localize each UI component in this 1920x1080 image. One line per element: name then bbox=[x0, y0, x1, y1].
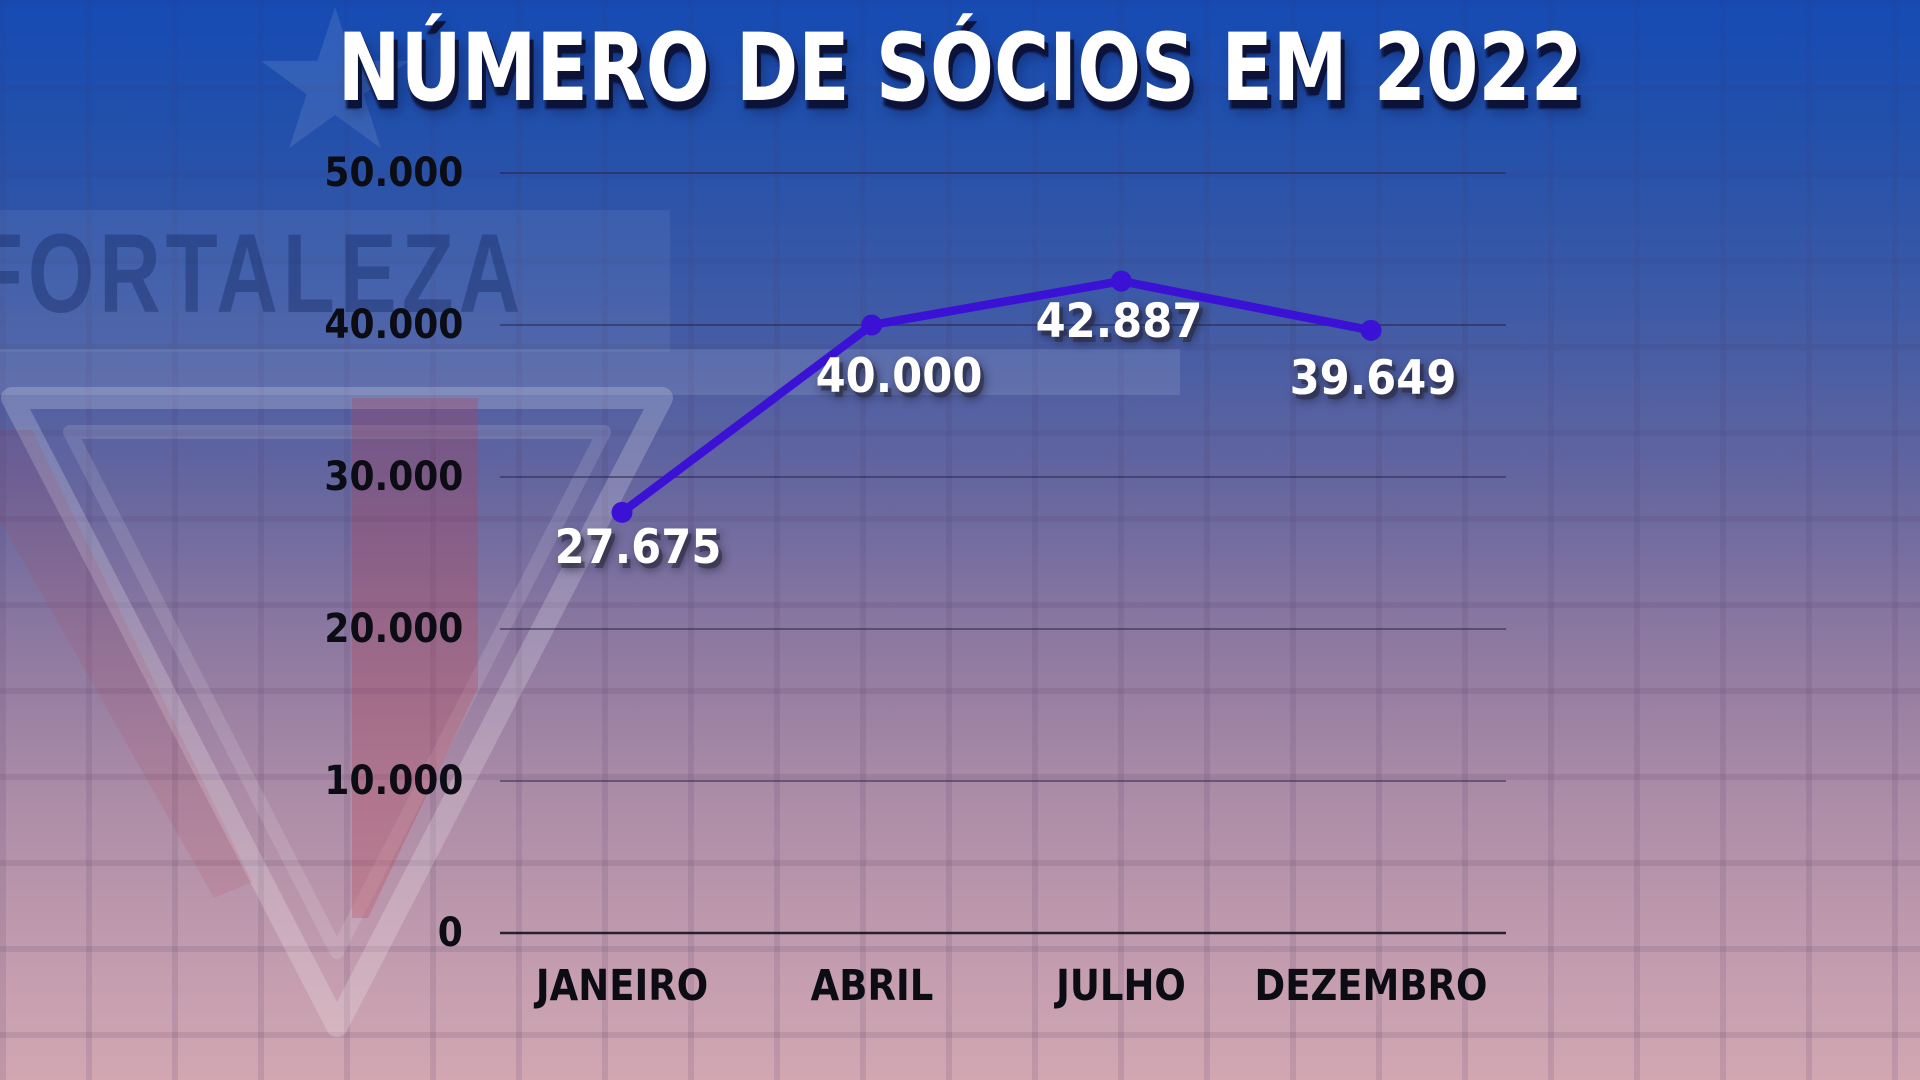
y-axis-label: 20.000 bbox=[324, 606, 463, 652]
data-point bbox=[611, 501, 633, 523]
x-axis-label: JULHO bbox=[1056, 961, 1187, 1011]
series-points bbox=[611, 270, 1382, 523]
data-point-value-label: 40.000 bbox=[815, 349, 983, 404]
data-point-value-label: 27.675 bbox=[554, 520, 722, 576]
x-axis-label: JANEIRO bbox=[535, 961, 709, 1011]
data-point-value-label: 39.649 bbox=[1289, 351, 1457, 407]
chart-title: NÚMERO DE SÓCIOS EM 2022 bbox=[0, 14, 1920, 123]
data-point-value-label: 42.887 bbox=[1035, 294, 1203, 350]
chart-title-text: NÚMERO DE SÓCIOS EM 2022 bbox=[337, 14, 1583, 123]
data-point bbox=[861, 314, 883, 336]
y-axis-label: 10.000 bbox=[324, 758, 463, 804]
y-axis-label: 40.000 bbox=[324, 302, 463, 348]
y-axis-label: 50.000 bbox=[324, 150, 463, 196]
x-axis-label: ABRIL bbox=[810, 961, 933, 1011]
x-axis-label: DEZEMBRO bbox=[1254, 961, 1488, 1011]
data-point bbox=[1360, 319, 1382, 341]
data-point bbox=[1110, 270, 1132, 292]
y-axis-label: 30.000 bbox=[324, 454, 463, 500]
series-line bbox=[617, 276, 1376, 517]
y-axis-label: 0 bbox=[437, 910, 463, 956]
